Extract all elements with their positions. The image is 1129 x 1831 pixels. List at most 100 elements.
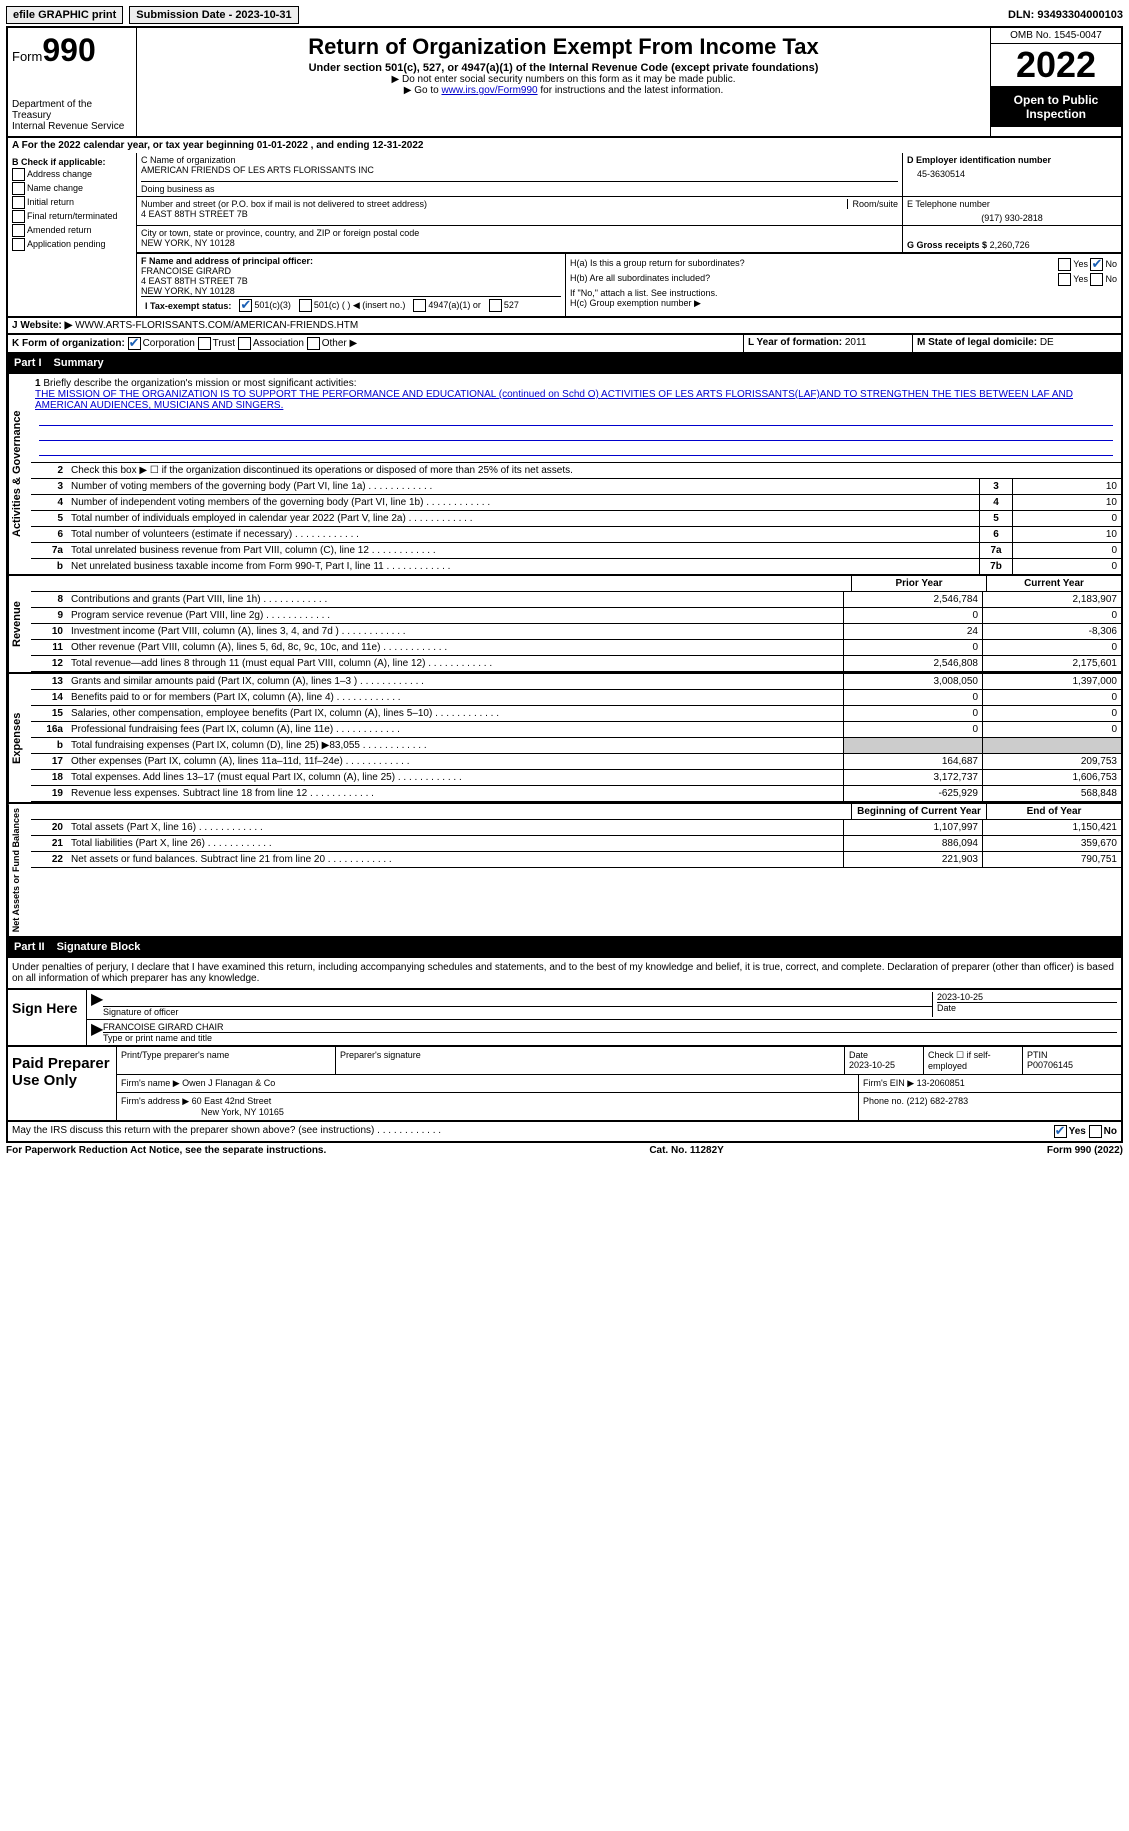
chk-trust[interactable]: Trust: [198, 338, 235, 349]
form-subtitle: Under section 501(c), 527, or 4947(a)(1)…: [145, 62, 982, 74]
summary-line: 11Other revenue (Part VIII, column (A), …: [31, 640, 1121, 656]
room-label: Room/suite: [847, 199, 898, 209]
col-b-checkboxes: B Check if applicable: Address change Na…: [8, 153, 137, 316]
sidebar-exp: Expenses: [8, 674, 31, 802]
paid-preparer-box: Paid Preparer Use Only Print/Type prepar…: [6, 1047, 1123, 1122]
page-footer: For Paperwork Reduction Act Notice, see …: [6, 1143, 1123, 1158]
discuss-text: May the IRS discuss this return with the…: [12, 1125, 1054, 1138]
prep-selfemp[interactable]: Check ☐ if self-employed: [924, 1047, 1023, 1074]
city-label: City or town, state or province, country…: [141, 228, 898, 238]
chk-527[interactable]: 527: [489, 299, 519, 312]
org-name-cell: C Name of organization AMERICAN FRIENDS …: [137, 153, 903, 196]
name-title-label: Type or print name and title: [103, 1032, 1117, 1043]
chk-final-return[interactable]: Final return/terminated: [12, 210, 132, 223]
entity-details: C Name of organization AMERICAN FRIENDS …: [137, 153, 1121, 316]
cat-number: Cat. No. 11282Y: [649, 1145, 723, 1156]
summary-line: 15Salaries, other compensation, employee…: [31, 706, 1121, 722]
k-form-org: K Form of organization: Corporation Trus…: [8, 335, 744, 352]
firm-name-cell: Firm's name ▶ Owen J Flanagan & Co: [117, 1075, 859, 1092]
irs-label: Internal Revenue Service: [12, 121, 132, 132]
chk-other[interactable]: Other ▶: [307, 338, 357, 349]
form-footer: Form 990 (2022): [1047, 1145, 1123, 1156]
top-bar: efile GRAPHIC print Submission Date - 20…: [6, 6, 1123, 24]
prior-year-header: Prior Year: [851, 576, 986, 591]
form-number: Form990: [12, 32, 132, 69]
summary-line: 18Total expenses. Add lines 13–17 (must …: [31, 770, 1121, 786]
hb-yesno[interactable]: Yes No: [1058, 273, 1117, 286]
perjury-text: Under penalties of perjury, I declare th…: [6, 958, 1123, 990]
chk-assoc[interactable]: Association: [238, 338, 304, 349]
gross-value: 2,260,726: [990, 240, 1030, 250]
summary-line: 16aProfessional fundraising fees (Part I…: [31, 722, 1121, 738]
summary-line: 7aTotal unrelated business revenue from …: [31, 543, 1121, 559]
efile-button[interactable]: efile GRAPHIC print: [6, 6, 123, 24]
street-address: 4 EAST 88TH STREET 7B: [141, 209, 898, 219]
hc-label: H(c) Group exemption number ▶: [570, 298, 1117, 309]
phone-label: E Telephone number: [907, 199, 1117, 209]
prep-sig-header: Preparer's signature: [336, 1047, 845, 1074]
part2-label: Part II: [14, 941, 45, 953]
chk-amended[interactable]: Amended return: [12, 224, 132, 237]
klm-row: K Form of organization: Corporation Trus…: [6, 335, 1123, 354]
chk-501c3[interactable]: 501(c)(3): [239, 299, 291, 312]
goto-pre: ▶ Go to: [404, 85, 442, 96]
chk-initial-return[interactable]: Initial return: [12, 196, 132, 209]
summary-line: 9Program service revenue (Part VIII, lin…: [31, 608, 1121, 624]
addr-label: Number and street (or P.O. box if mail i…: [141, 199, 427, 209]
blank-line: [39, 428, 1113, 441]
form-header: Form990 Department of the Treasury Inter…: [6, 26, 1123, 138]
end-year-header: End of Year: [986, 804, 1121, 819]
ssn-note: ▶ Do not enter social security numbers o…: [145, 74, 982, 85]
irs-link[interactable]: www.irs.gov/Form990: [441, 85, 537, 96]
chk-corp[interactable]: Corporation: [128, 338, 195, 349]
org-name: AMERICAN FRIENDS OF LES ARTS FLORISSANTS…: [141, 165, 898, 175]
chk-address-change[interactable]: Address change: [12, 168, 132, 181]
h-section: H(a) Is this a group return for subordin…: [566, 254, 1121, 316]
discuss-yesno[interactable]: Yes No: [1054, 1125, 1117, 1138]
chk-application[interactable]: Application pending: [12, 238, 132, 251]
current-year-header: Current Year: [986, 576, 1121, 591]
omb-number: OMB No. 1545-0047: [991, 28, 1121, 44]
sign-here-box: Sign Here ▶ Signature of officer 2023-10…: [6, 990, 1123, 1047]
calendar-year-row: A For the 2022 calendar year, or tax yea…: [6, 138, 1123, 153]
officer-signature-field[interactable]: Signature of officer: [103, 992, 932, 1017]
col-b-title: B Check if applicable:: [12, 157, 132, 167]
chk-4947[interactable]: 4947(a)(1) or: [413, 299, 481, 312]
ha-yesno[interactable]: Yes No: [1058, 258, 1117, 271]
website-value: WWW.ARTS-FLORISSANTS.COM/AMERICAN-FRIEND…: [75, 320, 358, 331]
part2-header: Part II Signature Block: [6, 938, 1123, 958]
principal-officer: F Name and address of principal officer:…: [137, 254, 566, 316]
mission-label: Briefly describe the organization's miss…: [43, 378, 356, 389]
sidebar-ag: Activities & Governance: [8, 374, 31, 574]
arrow-icon: ▶: [91, 992, 103, 1017]
open-public-badge: Open to Public Inspection: [991, 87, 1121, 127]
ein-label: D Employer identification number: [907, 155, 1117, 165]
chk-name-change[interactable]: Name change: [12, 182, 132, 195]
expenses-section: Expenses 13Grants and similar amounts pa…: [6, 674, 1123, 804]
k-label: K Form of organization:: [12, 338, 125, 349]
net-assets-section: Net Assets or Fund Balances Beginning of…: [6, 804, 1123, 938]
l-year: L Year of formation: 2011: [744, 335, 913, 352]
form-prefix: Form: [12, 49, 42, 64]
ha-label: H(a) Is this a group return for subordin…: [570, 258, 745, 271]
goto-post: for instructions and the latest informat…: [538, 85, 724, 96]
chk-501c[interactable]: 501(c) ( ) ◀ (insert no.): [299, 299, 405, 312]
tax-year: 2022: [991, 44, 1121, 87]
arrow-icon: ▶: [91, 1022, 103, 1043]
summary-line: 4Number of independent voting members of…: [31, 495, 1121, 511]
h-note: If "No," attach a list. See instructions…: [570, 288, 1117, 298]
preparer-label: Paid Preparer Use Only: [8, 1047, 117, 1120]
summary-line: 21Total liabilities (Part X, line 26)886…: [31, 836, 1121, 852]
officer-printed-name: FRANCOISE GIRARD CHAIR: [103, 1022, 1117, 1032]
part2-title: Signature Block: [57, 941, 141, 953]
org-name-label: C Name of organization: [141, 155, 898, 165]
summary-line: 3Number of voting members of the governi…: [31, 479, 1121, 495]
hb-label: H(b) Are all subordinates included?: [570, 273, 710, 286]
address-cell: Number and street (or P.O. box if mail i…: [137, 197, 903, 225]
summary-line: 5Total number of individuals employed in…: [31, 511, 1121, 527]
paperwork-notice: For Paperwork Reduction Act Notice, see …: [6, 1145, 326, 1156]
summary-line: 10Investment income (Part VIII, column (…: [31, 624, 1121, 640]
activities-governance: Activities & Governance 1 Briefly descri…: [6, 374, 1123, 576]
mission-block: 1 Briefly describe the organization's mi…: [31, 374, 1121, 462]
summary-line: 8Contributions and grants (Part VIII, li…: [31, 592, 1121, 608]
